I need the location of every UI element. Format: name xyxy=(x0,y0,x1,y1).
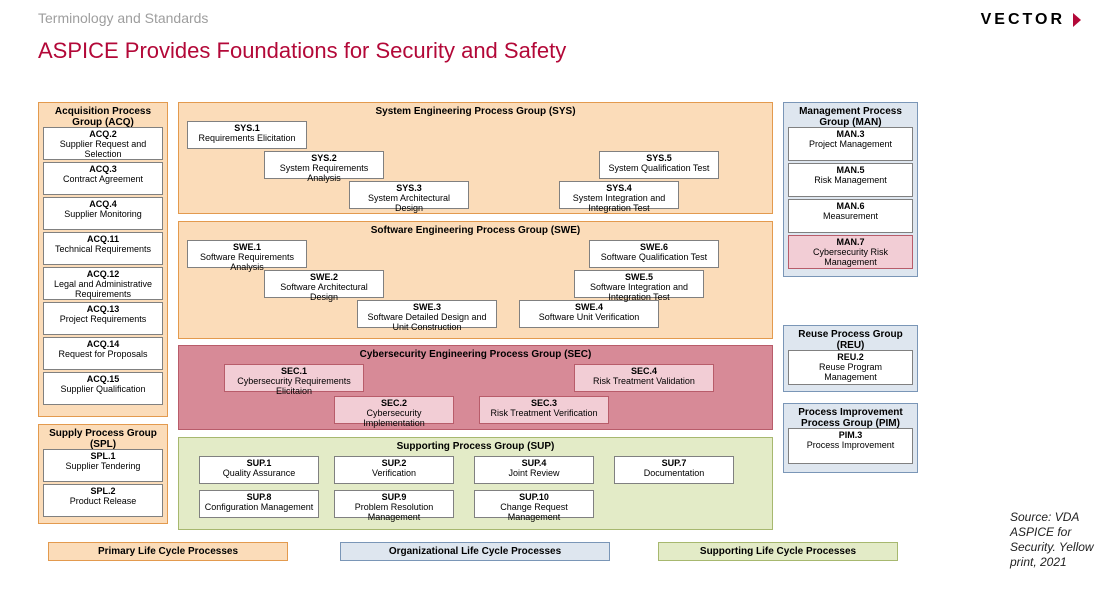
group-pim: Process Improvement Process Group (PIM)P… xyxy=(783,403,918,473)
acq-item-acq-12: ACQ.12Legal and Administrative Requireme… xyxy=(43,267,163,300)
acq-item-acq-2: ACQ.2Supplier Request and Selection xyxy=(43,127,163,160)
sup-item-sup-9: SUP.9Problem Resolution Management xyxy=(334,490,454,518)
man-item-man-6: MAN.6Measurement xyxy=(788,199,913,233)
swe-item-swe-3: SWE.3Software Detailed Design and Unit C… xyxy=(357,300,497,328)
swe-item-swe-5: SWE.5Software Integration and Integratio… xyxy=(574,270,704,298)
item-label: Software Architectural Design xyxy=(280,282,368,302)
sys-item-sys-2: SYS.2System Requirements Analysis xyxy=(264,151,384,179)
logo-text: VECTOR xyxy=(981,11,1065,29)
group-acq: Acquisition Process Group (ACQ)ACQ.2Supp… xyxy=(38,102,168,417)
group-sec: Cybersecurity Engineering Process Group … xyxy=(178,345,773,430)
item-label: Software Unit Verification xyxy=(539,312,640,322)
legend-2: Supporting Life Cycle Processes xyxy=(658,542,898,561)
sys-item-sys-3: SYS.3System Architectural Design xyxy=(349,181,469,209)
spl-item-spl-1: SPL.1Supplier Tendering xyxy=(43,449,163,482)
item-label: Software Requirements Analysis xyxy=(200,252,294,272)
item-label: Project Management xyxy=(809,139,892,149)
item-label: Request for Proposals xyxy=(58,349,147,359)
item-label: Risk Management xyxy=(814,175,887,185)
item-label: Documentation xyxy=(644,468,705,478)
group-sys: System Engineering Process Group (SYS)SY… xyxy=(178,102,773,214)
sup-item-sup-10: SUP.10Change Request Management xyxy=(474,490,594,518)
item-label: Cybersecurity Requirements Elicitaion xyxy=(237,376,351,396)
item-label: Configuration Management xyxy=(205,502,314,512)
acq-item-acq-3: ACQ.3Contract Agreement xyxy=(43,162,163,195)
reu-item-reu-2: REU.2Reuse Program Management xyxy=(788,350,913,385)
legend-0: Primary Life Cycle Processes xyxy=(48,542,288,561)
item-label: Joint Review xyxy=(508,468,559,478)
item-label: Contract Agreement xyxy=(63,174,143,184)
item-label: Problem Resolution Management xyxy=(355,502,434,522)
item-label: Change Request Management xyxy=(500,502,568,522)
swe-item-swe-4: SWE.4Software Unit Verification xyxy=(519,300,659,328)
item-label: Process Improvement xyxy=(807,440,895,450)
item-label: Supplier Monitoring xyxy=(64,209,142,219)
acq-item-acq-15: ACQ.15Supplier Qualification xyxy=(43,372,163,405)
item-label: Risk Treatment Verification xyxy=(490,408,597,418)
item-label: Quality Assurance xyxy=(223,468,296,478)
swe-item-swe-1: SWE.1Software Requirements Analysis xyxy=(187,240,307,268)
sup-item-sup-4: SUP.4Joint Review xyxy=(474,456,594,484)
spl-item-spl-2: SPL.2Product Release xyxy=(43,484,163,517)
sup-item-sup-1: SUP.1Quality Assurance xyxy=(199,456,319,484)
item-label: Software Qualification Test xyxy=(601,252,707,262)
swe-item-swe-2: SWE.2Software Architectural Design xyxy=(264,270,384,298)
item-label: Risk Treatment Validation xyxy=(593,376,695,386)
acq-item-acq-11: ACQ.11Technical Requirements xyxy=(43,232,163,265)
group-title-sec: Cybersecurity Engineering Process Group … xyxy=(179,346,772,363)
acq-item-acq-13: ACQ.13Project Requirements xyxy=(43,302,163,335)
item-label: Legal and Administrative Requirements xyxy=(54,279,152,299)
sup-item-sup-2: SUP.2Verification xyxy=(334,456,454,484)
item-label: Reuse Program Management xyxy=(819,362,882,382)
item-label: Product Release xyxy=(70,496,137,506)
group-sup: Supporting Process Group (SUP)SUP.1Quali… xyxy=(178,437,773,530)
group-title-swe: Software Engineering Process Group (SWE) xyxy=(179,222,772,239)
acq-item-acq-4: ACQ.4Supplier Monitoring xyxy=(43,197,163,230)
item-label: System Qualification Test xyxy=(609,163,710,173)
item-label: Cybersecurity Risk Management xyxy=(813,247,888,267)
item-label: System Architectural Design xyxy=(368,193,450,213)
item-label: Verification xyxy=(372,468,416,478)
group-reu: Reuse Process Group (REU)REU.2Reuse Prog… xyxy=(783,325,918,392)
breadcrumb: Terminology and Standards xyxy=(38,10,208,26)
group-title-sup: Supporting Process Group (SUP) xyxy=(179,438,772,455)
item-label: Software Integration and Integration Tes… xyxy=(590,282,688,302)
item-label: Project Requirements xyxy=(60,314,147,324)
vector-logo: VECTOR xyxy=(981,10,1089,30)
item-label: System Requirements Analysis xyxy=(280,163,369,183)
item-label: Supplier Qualification xyxy=(60,384,145,394)
sup-item-sup-8: SUP.8Configuration Management xyxy=(199,490,319,518)
sup-item-sup-7: SUP.7Documentation xyxy=(614,456,734,484)
sec-item-sec-2: SEC.2Cybersecurity Implementation xyxy=(334,396,454,424)
group-man: Management Process Group (MAN)MAN.3Proje… xyxy=(783,102,918,277)
sys-item-sys-4: SYS.4System Integration and Integration … xyxy=(559,181,679,209)
group-spl: Supply Process Group (SPL)SPL.1Supplier … xyxy=(38,424,168,524)
item-label: Supplier Request and Selection xyxy=(60,139,147,159)
acq-item-acq-14: ACQ.14Request for Proposals xyxy=(43,337,163,370)
item-label: Requirements Elicitation xyxy=(198,133,295,143)
item-label: Measurement xyxy=(823,211,878,221)
man-item-man-3: MAN.3Project Management xyxy=(788,127,913,161)
group-title-sys: System Engineering Process Group (SYS) xyxy=(179,103,772,120)
man-item-man-5: MAN.5Risk Management xyxy=(788,163,913,197)
man-item-man-7: MAN.7Cybersecurity Risk Management xyxy=(788,235,913,269)
swe-item-swe-6: SWE.6Software Qualification Test xyxy=(589,240,719,268)
chevron-icon xyxy=(1069,10,1089,30)
sys-item-sys-1: SYS.1Requirements Elicitation xyxy=(187,121,307,149)
legend-1: Organizational Life Cycle Processes xyxy=(340,542,610,561)
sec-item-sec-3: SEC.3Risk Treatment Verification xyxy=(479,396,609,424)
item-label: Cybersecurity Implementation xyxy=(363,408,425,428)
item-label: System Integration and Integration Test xyxy=(573,193,666,213)
sec-item-sec-1: SEC.1Cybersecurity Requirements Elicitai… xyxy=(224,364,364,392)
page-title: ASPICE Provides Foundations for Security… xyxy=(38,38,566,64)
aspice-diagram: Acquisition Process Group (ACQ)ACQ.2Supp… xyxy=(38,98,998,608)
group-swe: Software Engineering Process Group (SWE)… xyxy=(178,221,773,339)
sys-item-sys-5: SYS.5System Qualification Test xyxy=(599,151,719,179)
source-caption: Source: VDA ASPICE for Security. Yellow … xyxy=(1010,510,1095,570)
pim-item-pim-3: PIM.3Process Improvement xyxy=(788,428,913,464)
sec-item-sec-4: SEC.4Risk Treatment Validation xyxy=(574,364,714,392)
item-label: Software Detailed Design and Unit Constr… xyxy=(367,312,486,332)
item-label: Technical Requirements xyxy=(55,244,151,254)
item-label: Supplier Tendering xyxy=(66,461,141,471)
